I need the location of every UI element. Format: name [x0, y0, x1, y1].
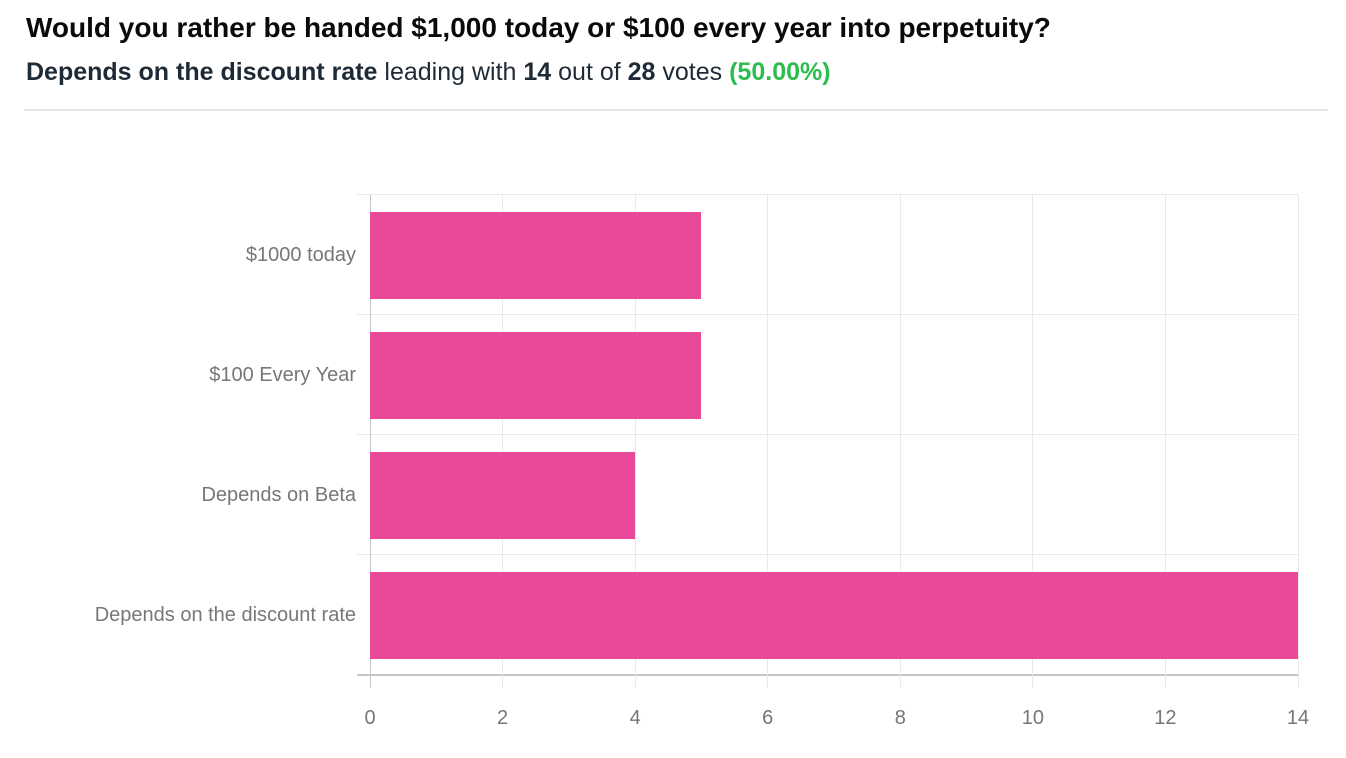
gridline-vertical — [1164, 195, 1166, 688]
bar-100-every-year[interactable] — [370, 331, 702, 419]
category-label-1000-today: $1000 today — [245, 244, 356, 266]
summary-text: leading with — [377, 58, 524, 86]
x-tick-label: 8 — [894, 707, 906, 729]
gridline-vertical — [502, 195, 504, 688]
x-tick-label: 0 — [364, 707, 376, 729]
category-label-depends-on-the-discount-rate: Depends on the discount rate — [94, 604, 356, 626]
gridline-horizontal — [357, 554, 1298, 555]
category-label-depends-on-beta: Depends on Beta — [201, 484, 356, 506]
gridline-vertical — [634, 195, 636, 688]
gridline-vertical — [767, 195, 769, 688]
bar-depends-on-beta[interactable] — [370, 451, 636, 539]
x-tick-label: 10 — [1021, 707, 1044, 729]
x-tick-label: 4 — [629, 707, 641, 729]
gridline-horizontal — [357, 194, 1298, 195]
x-tick-label: 12 — [1154, 707, 1177, 729]
leading-option-name: Depends on the discount rate — [26, 58, 378, 86]
gridline-vertical — [1032, 195, 1034, 688]
bar-depends-on-the-discount-rate[interactable] — [370, 571, 1298, 659]
x-axis-line — [357, 674, 1298, 676]
total-vote-count: 28 — [627, 58, 656, 86]
leading-percentage: (50.00%) — [729, 58, 831, 86]
gridline-horizontal — [357, 314, 1298, 315]
y-axis-line — [369, 195, 371, 688]
summary-text: out of — [551, 58, 628, 86]
category-label-100-every-year: $100 Every Year — [209, 364, 356, 386]
x-tick-label: 6 — [762, 707, 774, 729]
gridline-horizontal — [357, 434, 1298, 435]
poll-leader-summary: Depends on the discount rate leading wit… — [26, 56, 831, 88]
x-tick-label: 2 — [497, 707, 509, 729]
leading-vote-count: 14 — [523, 58, 552, 86]
summary-text: votes — [655, 58, 730, 86]
poll-question-title: Would you rather be handed $1,000 today … — [26, 12, 1051, 43]
x-tick-label: 14 — [1286, 707, 1310, 729]
gridline-vertical — [1297, 195, 1299, 688]
header-divider — [24, 109, 1328, 111]
bar-1000-today[interactable] — [370, 211, 702, 299]
gridline-vertical — [899, 195, 901, 688]
